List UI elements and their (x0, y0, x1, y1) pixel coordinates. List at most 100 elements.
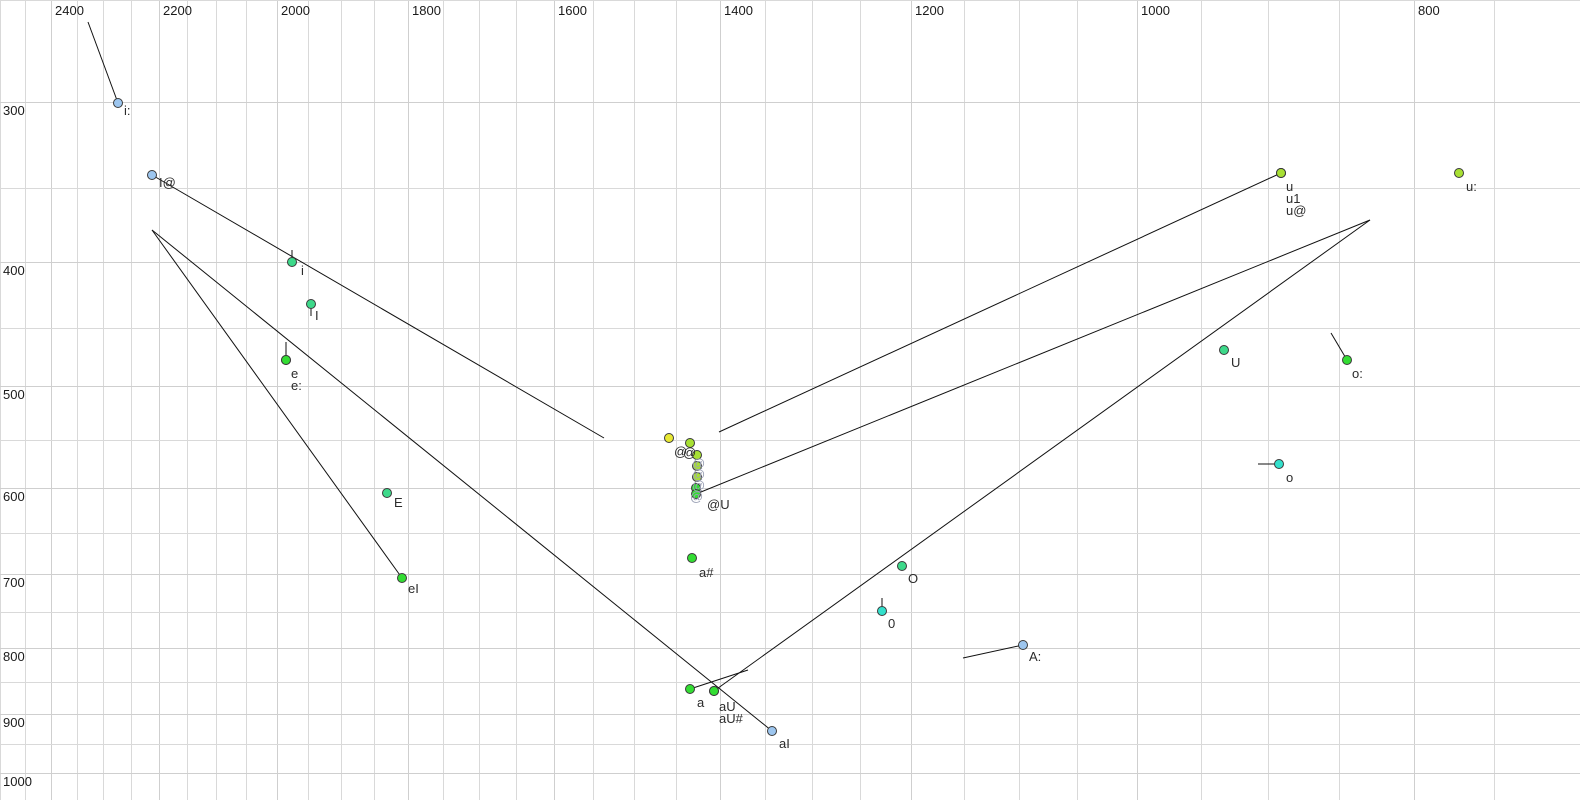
gridline-vertical (634, 0, 635, 800)
gridline-vertical (1201, 0, 1202, 800)
vowel-label-u_: u@ (1286, 203, 1307, 218)
gridline-horizontal (0, 440, 1580, 441)
gridline-vertical (341, 0, 342, 800)
vowel-point-E[interactable] (382, 488, 392, 498)
gridline-vertical (554, 0, 555, 800)
gridline-vertical (676, 0, 677, 800)
gridline-vertical (374, 0, 375, 800)
gridline-vertical (1414, 0, 1415, 800)
gridline-vertical (0, 0, 1, 800)
y-tick-label: 500 (3, 387, 25, 402)
vowel-label-A_: A: (1029, 649, 1042, 664)
gridline-vertical (1077, 0, 1078, 800)
vowel-label-I_: I@ (159, 175, 176, 190)
gridline-horizontal (0, 533, 1580, 534)
trajectory-line (718, 172, 1282, 433)
x-tick-label: 1600 (558, 3, 587, 18)
vowel-label-O: O (908, 571, 919, 586)
vowel-point-o_[interactable] (1342, 355, 1352, 365)
gridline-horizontal (0, 744, 1580, 745)
vowel-point-U[interactable] (1219, 345, 1229, 355)
vowel-label-aI: aI (779, 736, 790, 751)
gridline-vertical (216, 0, 217, 800)
x-tick-label: 2400 (55, 3, 84, 18)
vowel-label-u: u (1286, 179, 1294, 194)
y-tick-label: 600 (3, 489, 25, 504)
gridline-vertical (812, 0, 813, 800)
gridline-vertical (408, 0, 409, 800)
vowel-point-u_[interactable] (1454, 168, 1464, 178)
gridline-horizontal (0, 574, 1580, 575)
vowel-label-u1: u1 (1286, 191, 1301, 206)
gridline-vertical (1494, 0, 1495, 800)
x-tick-label: 1200 (915, 3, 944, 18)
vowel-label-e_: e: (291, 378, 302, 393)
vowel-point-_[interactable] (664, 433, 674, 443)
gridline-vertical (1339, 0, 1340, 800)
y-tick-label: 700 (3, 575, 25, 590)
gridline-vertical (277, 0, 278, 800)
gridline-vertical (308, 0, 309, 800)
vowel-point-a_[interactable] (687, 553, 697, 563)
trajectory-line (151, 229, 773, 732)
vowel-label-0: 0 (888, 616, 896, 631)
gridline-vertical (246, 0, 247, 800)
vowel-label-o_: o: (1352, 366, 1363, 381)
vowel-point-i_[interactable] (113, 98, 123, 108)
vowel-point-o[interactable] (1274, 459, 1284, 469)
vowel-point-i[interactable] (287, 257, 297, 267)
vowel-point-a[interactable] (685, 684, 695, 694)
y-tick-label: 900 (3, 715, 25, 730)
vowel-label-_: @ (690, 489, 704, 504)
gridline-horizontal (0, 102, 1580, 103)
gridline-horizontal (0, 488, 1580, 489)
gridline-vertical (964, 0, 965, 800)
trajectory-line (962, 644, 1024, 659)
vowel-point-aU_[interactable] (709, 686, 719, 696)
vowel-point-u_[interactable] (1276, 168, 1286, 178)
vowel-label-i_: i: (124, 103, 131, 118)
gridline-vertical (765, 0, 766, 800)
gridline-horizontal (0, 262, 1580, 263)
vowel-label-o: o (1286, 470, 1294, 485)
gridline-horizontal (0, 648, 1580, 649)
gridline-vertical (1019, 0, 1020, 800)
vowel-label-a: a (697, 695, 705, 710)
gridline-vertical (860, 0, 861, 800)
gridline-vertical (911, 0, 912, 800)
vowel-label-eI: eI (408, 581, 419, 596)
vowel-point-O[interactable] (897, 561, 907, 571)
y-tick-label: 800 (3, 649, 25, 664)
gridline-vertical (720, 0, 721, 800)
gridline-vertical (187, 0, 188, 800)
vowel-label-I: I (315, 308, 319, 323)
x-tick-label: 2200 (163, 3, 192, 18)
vowel-point-e_[interactable] (281, 355, 291, 365)
gridline-horizontal (0, 0, 1580, 1)
x-tick-label: 1400 (724, 3, 753, 18)
x-tick-label: 800 (1418, 3, 1440, 18)
gridline-vertical (593, 0, 594, 800)
vowel-point-0[interactable] (877, 606, 887, 616)
gridline-vertical (103, 0, 104, 800)
vowel-point-aI[interactable] (767, 726, 777, 736)
trajectory-line (689, 669, 749, 690)
vowel-point-I_[interactable] (147, 170, 157, 180)
vowel-label-U: U (1231, 355, 1241, 370)
gridline-horizontal (0, 612, 1580, 613)
gridline-vertical (25, 0, 26, 800)
vowel-point-A_[interactable] (1018, 640, 1028, 650)
x-tick-label: 1800 (412, 3, 441, 18)
vowel-point-eI[interactable] (397, 573, 407, 583)
gridline-vertical (516, 0, 517, 800)
vowel-label-E: E (394, 495, 403, 510)
gridline-vertical (1137, 0, 1138, 800)
y-tick-label: 300 (3, 103, 25, 118)
gridline-vertical (1268, 0, 1269, 800)
gridline-vertical (77, 0, 78, 800)
vowel-label-_U: @U (707, 497, 730, 512)
trajectory-line (151, 174, 605, 439)
gridline-horizontal (0, 386, 1580, 387)
